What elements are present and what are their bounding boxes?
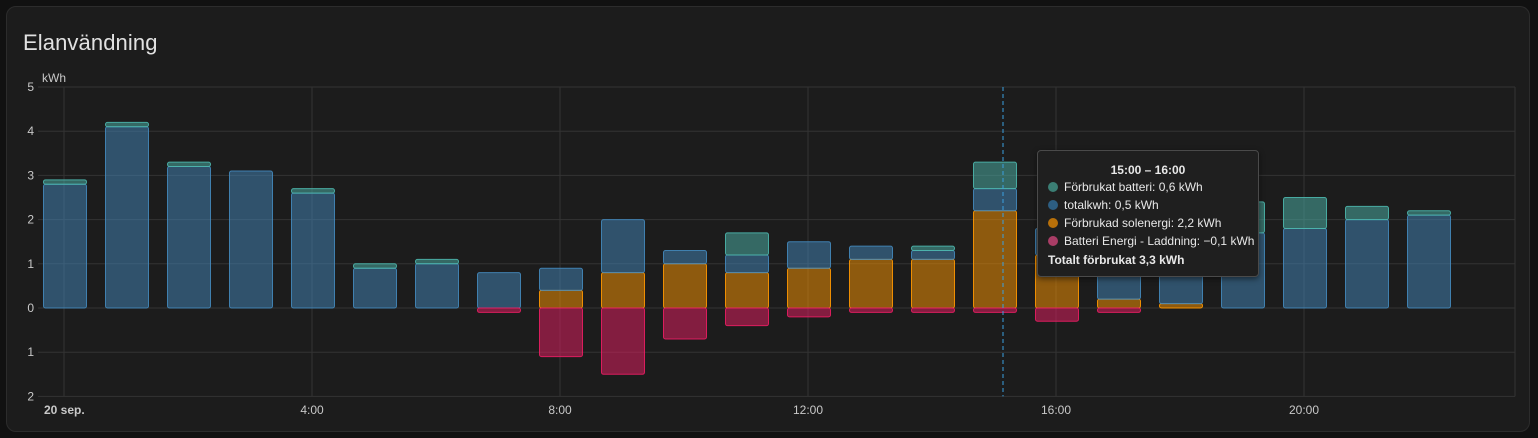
bar-f-rbrukad-solenergi[interactable] — [849, 258, 893, 309]
bar-totalkwh[interactable] — [849, 245, 893, 260]
bar-f-rbrukad-solenergi[interactable] — [601, 272, 645, 309]
y-tick-label: 4 — [27, 124, 34, 138]
tooltip-row-label: Förbrukat batteri: 0,6 kWh — [1064, 180, 1203, 194]
bar-totalkwh[interactable] — [353, 267, 397, 309]
legend-dot-icon — [1048, 236, 1058, 246]
bar-totalkwh[interactable] — [1283, 227, 1327, 309]
legend-dot-icon — [1048, 200, 1058, 210]
bar-batteri-energi-laddning[interactable] — [911, 307, 955, 313]
y-tick-label: 0 — [27, 301, 34, 315]
bar-batteri-energi-laddning[interactable] — [725, 307, 769, 327]
bar-totalkwh[interactable] — [911, 250, 955, 260]
bar-totalkwh[interactable] — [1345, 219, 1389, 309]
bar-batteri-energi-laddning[interactable] — [1097, 307, 1141, 313]
legend-dot-icon — [1048, 182, 1058, 192]
y-axis-unit: kWh — [42, 71, 66, 85]
bar-f-rbrukad-solenergi[interactable] — [725, 272, 769, 309]
bar-totalkwh[interactable] — [291, 192, 335, 309]
bar-totalkwh[interactable] — [477, 272, 521, 309]
bar-totalkwh[interactable] — [601, 219, 645, 274]
bar-f-rbrukat-batteri[interactable] — [1345, 205, 1389, 221]
bar-f-rbrukad-solenergi[interactable] — [539, 289, 583, 309]
bar-f-rbrukat-batteri[interactable] — [43, 179, 87, 185]
bar-batteri-energi-laddning[interactable] — [539, 307, 583, 358]
tooltip-row-label: Förbrukad solenergi: 2,2 kWh — [1064, 216, 1222, 230]
bar-f-rbrukat-batteri[interactable] — [911, 245, 955, 252]
bar-f-rbrukat-batteri[interactable] — [973, 161, 1017, 190]
tooltip-row-label: totalkwh: 0,5 kWh — [1064, 198, 1159, 212]
bar-batteri-energi-laddning[interactable] — [477, 307, 521, 313]
bar-totalkwh[interactable] — [973, 188, 1017, 212]
bar-totalkwh[interactable] — [787, 241, 831, 269]
y-tick-label: 2 — [27, 389, 34, 403]
bar-totalkwh[interactable] — [663, 250, 707, 265]
x-tick-label: 12:00 — [793, 403, 823, 417]
bar-f-rbrukad-solenergi[interactable] — [1159, 303, 1203, 309]
x-tick-label: 8:00 — [548, 403, 572, 417]
bar-totalkwh[interactable] — [229, 170, 273, 309]
bar-batteri-energi-laddning[interactable] — [787, 307, 831, 318]
bar-totalkwh[interactable] — [105, 126, 149, 309]
chart-axes: 5 4 3 2 1 0 1 2 20 sep. 4:00 8:00 12:00 16:00 20:00 — [27, 80, 1319, 417]
bar-f-rbrukat-batteri[interactable] — [415, 258, 459, 265]
tooltip-row-label: Batteri Energi - Laddning: −0,1 kWh — [1064, 234, 1255, 248]
bar-f-rbrukat-batteri[interactable] — [725, 232, 769, 256]
bar-f-rbrukad-solenergi[interactable] — [663, 263, 707, 309]
y-tick-label: 1 — [27, 345, 34, 359]
tooltip-row: Batteri Energi - Laddning: −0,1 kWh — [1048, 233, 1254, 249]
tooltip-row: Förbrukad solenergi: 2,2 kWh — [1048, 215, 1221, 231]
bar-batteri-energi-laddning[interactable] — [973, 307, 1017, 313]
card-title: Elanvändning — [23, 30, 158, 55]
chart-tooltip: 15:00 – 16:00 Förbrukat batteri: 0,6 kWh… — [1037, 150, 1259, 277]
bar-f-rbrukad-solenergi[interactable] — [911, 258, 955, 309]
bar-totalkwh[interactable] — [725, 254, 769, 274]
y-tick-label: 5 — [27, 80, 34, 94]
bar-batteri-energi-laddning[interactable] — [663, 307, 707, 340]
tooltip-row: totalkwh: 0,5 kWh — [1048, 197, 1159, 213]
chart-grid — [38, 86, 1516, 397]
bar-f-rbrukat-batteri[interactable] — [1407, 210, 1451, 216]
bar-batteri-energi-laddning[interactable] — [849, 307, 893, 313]
bar-totalkwh[interactable] — [539, 267, 583, 291]
bar-f-rbrukat-batteri[interactable] — [353, 263, 397, 269]
bar-batteri-energi-laddning[interactable] — [601, 307, 645, 375]
bar-f-rbrukad-solenergi[interactable] — [973, 210, 1017, 309]
x-tick-label: 20 sep. — [44, 403, 85, 417]
x-tick-label: 4:00 — [300, 403, 324, 417]
bar-batteri-energi-laddning[interactable] — [1035, 307, 1079, 322]
bar-f-rbrukat-batteri[interactable] — [291, 188, 335, 194]
bar-totalkwh[interactable] — [415, 263, 459, 309]
bar-totalkwh[interactable] — [1407, 214, 1451, 309]
bar-f-rbrukat-batteri[interactable] — [1283, 197, 1327, 229]
y-tick-label: 3 — [27, 168, 34, 182]
tooltip-title: 15:00 – 16:00 — [1110, 163, 1186, 177]
tooltip-row: Förbrukat batteri: 0,6 kWh — [1048, 179, 1203, 195]
bar-totalkwh[interactable] — [167, 166, 211, 309]
bar-f-rbrukad-solenergi[interactable] — [1097, 298, 1141, 309]
tooltip-total: Totalt förbrukat 3,3 kWh — [1048, 253, 1185, 267]
x-tick-label: 20:00 — [1289, 403, 1319, 417]
legend-dot-icon — [1048, 218, 1058, 228]
y-tick-label: 1 — [27, 257, 34, 271]
x-tick-label: 16:00 — [1041, 403, 1071, 417]
bar-f-rbrukat-batteri[interactable] — [105, 121, 149, 128]
bar-f-rbrukat-batteri[interactable] — [167, 161, 211, 168]
bar-totalkwh[interactable] — [43, 183, 87, 309]
y-tick-label: 2 — [27, 213, 34, 227]
bar-f-rbrukad-solenergi[interactable] — [787, 267, 831, 309]
